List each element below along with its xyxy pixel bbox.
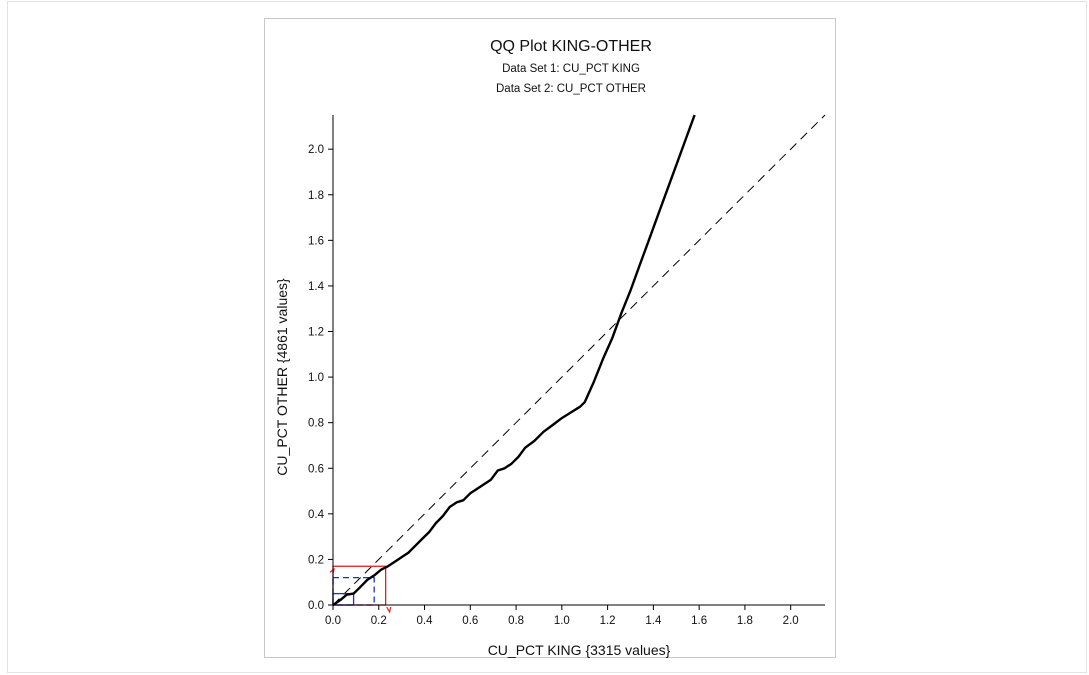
- y-tick-label: 1.2: [308, 327, 324, 339]
- y-tick-label: 0.6: [308, 463, 324, 475]
- x-tick-label: 1.6: [691, 615, 707, 627]
- y-axis-ticks: 0.0 0.2 0.4 0.6 0.8 1.0 1.2 1.4 1.6 1.8 2.0: [308, 144, 333, 612]
- x-tick-label: 0.4: [417, 615, 434, 627]
- y-tick-label: 1.0: [308, 372, 324, 384]
- x-tick-label: 0.0: [325, 615, 341, 627]
- y-tick-label: 1.4: [308, 281, 325, 293]
- y-tick-label: 1.8: [308, 190, 324, 202]
- x-tick-label: 2.0: [783, 615, 799, 627]
- chart-panel: QQ Plot KING-OTHER Data Set 1: CU_PCT KI…: [264, 18, 836, 658]
- x-tick-label: 0.2: [371, 615, 387, 627]
- reference-line: [332, 114, 826, 606]
- x-axis-ticks: 0.0 0.2 0.4 0.6 0.8 1.0 1.2 1.4 1.6 1.8 2.0: [325, 605, 799, 627]
- chart-subtitle-2: Data Set 2: CU_PCT OTHER: [496, 83, 646, 95]
- y-tick-label: 1.6: [308, 235, 324, 247]
- x-tick-label: 1.2: [600, 615, 616, 627]
- chart-subtitle-1: Data Set 1: CU_PCT KING: [502, 63, 640, 75]
- x-tick-label: 1.0: [554, 615, 570, 627]
- y-tick-label: 0.2: [308, 554, 324, 566]
- qq-plot: QQ Plot KING-OTHER Data Set 1: CU_PCT KI…: [274, 38, 826, 658]
- y-tick-label: 2.0: [308, 144, 324, 156]
- chart-title: QQ Plot KING-OTHER: [490, 38, 652, 55]
- plot-area: [329, 114, 826, 614]
- x-tick-label: 0.8: [508, 615, 524, 627]
- x-tick-label: 0.6: [462, 615, 478, 627]
- zoom-marker-x: [386, 606, 392, 614]
- x-axis-label: CU_PCT KING {3315 values}: [488, 642, 671, 658]
- x-tick-label: 1.4: [645, 615, 662, 627]
- qq-series-line: [332, 114, 696, 606]
- y-axis-label: CU_PCT OTHER {4861 values}: [274, 278, 290, 476]
- x-tick-label: 1.8: [737, 615, 753, 627]
- outer-frame: [7, 1, 1087, 673]
- y-tick-label: 0.8: [308, 418, 324, 430]
- y-tick-label: 0.0: [308, 600, 324, 612]
- y-tick-label: 0.4: [308, 509, 325, 521]
